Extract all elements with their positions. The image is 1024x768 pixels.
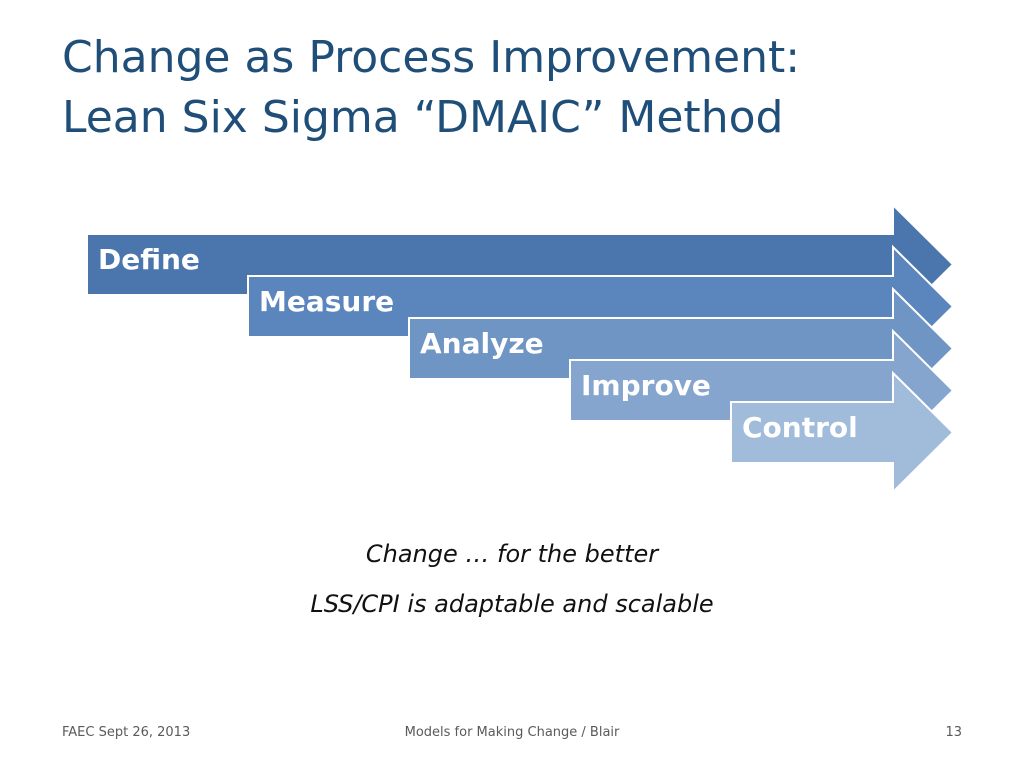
caption-line-2: LSS/CPI is adaptable and scalable xyxy=(310,590,714,618)
step-label-define: Define xyxy=(98,243,200,276)
title-line-1: Change as Process Improvement: xyxy=(62,32,801,83)
step-label-measure: Measure xyxy=(259,285,395,318)
step-label-analyze: Analyze xyxy=(420,327,544,360)
slide-title: Change as Process Improvement: Lean Six … xyxy=(62,28,962,148)
footer-date: FAEC Sept 26, 2013 xyxy=(62,725,191,740)
title-line-2: Lean Six Sigma “DMAIC” Method xyxy=(62,92,784,143)
step-arrow-control xyxy=(730,370,955,495)
footer-presentation-title: Models for Making Change / Blair xyxy=(404,725,620,740)
caption-line-1: Change … for the better xyxy=(365,540,659,568)
slide-number: 13 xyxy=(945,725,962,740)
step-label-improve: Improve xyxy=(581,369,711,402)
step-label-control: Control xyxy=(742,411,858,444)
